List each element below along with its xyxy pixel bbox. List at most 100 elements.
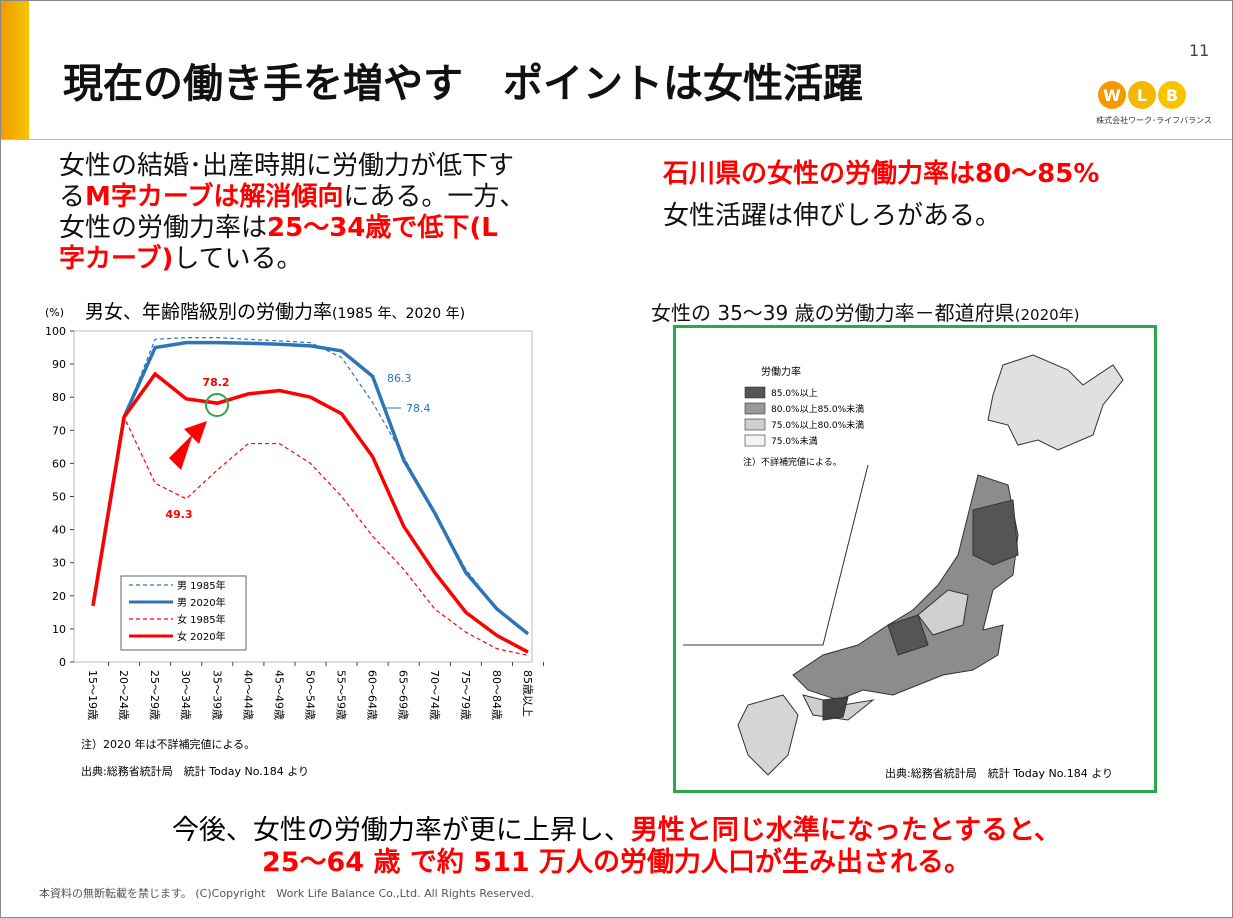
- legend-label: 女 1985年: [177, 613, 226, 626]
- text-line: 女性活躍は伸びしろがある。: [663, 195, 1099, 237]
- text-segment: 25～64 歳 で約 511 万人の労働力人口が生み出される。: [261, 847, 972, 878]
- series-line: [92, 415, 529, 656]
- legend: 85.0%以上 80.0%以上85.0%未満 75.0%以上80.0%未満 75.0%…: [744, 386, 864, 447]
- x-tick-label: 65～69歳: [397, 670, 410, 720]
- y-tick-label: 40: [52, 524, 66, 537]
- y-tick-label: 10: [52, 623, 66, 636]
- logo-letter: L: [1137, 86, 1147, 105]
- chart-title-note: (1985 年、2020 年): [332, 306, 465, 322]
- map-title: 女性の 35～39 歳の労働力率－都道府県(2020年): [651, 297, 1080, 326]
- map: 労働力率 85.0%以上 80.0%以上85.0%未満 75.0%以上80.0%未満…: [673, 325, 1157, 793]
- x-tick-label: 45～49歳: [272, 670, 285, 720]
- logo-dot: [1128, 81, 1156, 109]
- legend-label: 85.0%以上: [771, 388, 818, 399]
- logo-dot: [1098, 81, 1126, 109]
- x-tick-label: 70～74歳: [428, 670, 441, 720]
- text-line: 25～64 歳 で約 511 万人の労働力人口が生み出される。: [1, 847, 1232, 879]
- x-tick-label: 30～34歳: [179, 670, 192, 720]
- x-tick-label: 75～79歳: [459, 670, 472, 720]
- text-segment: 25～34歳で低下(L: [267, 213, 498, 243]
- map-region: [917, 589, 969, 636]
- text-segment: 字カーブ): [59, 244, 174, 274]
- legend-label: 女 2020年: [177, 630, 226, 643]
- x-tick-label: 25～29歳: [148, 670, 161, 720]
- left-text: 女性の結婚･出産時期に労働力が低下す るM字カーブは解消傾向にある。一方、 女性の労…: [59, 151, 525, 275]
- slide-title: 現在の働き手を増やす ポイントは女性活躍: [63, 61, 863, 107]
- y-tick-label: 60: [52, 457, 66, 470]
- page-number: 11: [1189, 41, 1210, 60]
- map-region: [987, 354, 1124, 451]
- logo-dot: [1158, 81, 1186, 109]
- annotation: 78.4: [406, 402, 431, 415]
- y-tick-label: 20: [52, 590, 66, 603]
- inset-border: [683, 464, 869, 646]
- legend-box: [120, 575, 247, 651]
- footer-message: 今後、女性の労働力率が更に上昇し、男性と同じ水準になったとすると、 25～64 歳…: [1, 815, 1232, 879]
- legend-swatch: [744, 418, 766, 431]
- map-region: [792, 474, 1019, 701]
- logo-letter: W: [1103, 86, 1121, 105]
- legend-swatch: [744, 434, 766, 447]
- text-segment: 女性の労働力率は: [59, 213, 268, 243]
- header-rule: [1, 139, 1232, 140]
- map-source: 出典:総務省統計局 統計 Today No.184 より: [885, 766, 1113, 780]
- text-segment: る: [59, 182, 86, 212]
- legend-title: 労働力率: [761, 365, 801, 378]
- y-tick-label: 70: [52, 424, 66, 437]
- x-tick-label: 50～54歳: [304, 670, 317, 720]
- logo-letter: B: [1166, 86, 1178, 105]
- accent-bar: [1, 1, 29, 139]
- chart-title-text: 男女、年齢階級別の労働力率: [85, 301, 332, 323]
- x-tick-label: 20～24歳: [117, 670, 130, 720]
- y-tick-label: 90: [52, 358, 66, 371]
- text-segment: 男性と同じ水準になったとすると、: [630, 815, 1062, 846]
- chart-note: 注）2020 年は不詳補完値による。: [81, 737, 255, 751]
- text-segment: 今後、女性の労働力率が更に上昇し、: [171, 815, 631, 846]
- x-tick-label: 55～59歳: [335, 670, 348, 720]
- annotation: 86.3: [387, 372, 412, 385]
- text-line: 今後、女性の労働力率が更に上昇し、男性と同じ水準になったとすると、: [1, 815, 1232, 847]
- map-note: 注）不詳補完値による。: [743, 456, 842, 468]
- series-line: [91, 340, 530, 636]
- x-tick-label: 80～84歳: [490, 670, 503, 720]
- y-tick-label: 50: [52, 491, 66, 504]
- text-line: 字カーブ)している。: [59, 244, 525, 275]
- right-text: 石川県の女性の労働力率は80～85% 女性活躍は伸びしろがある。: [663, 153, 1099, 237]
- logo-company: 株式会社ワーク･ライフバランス: [1096, 115, 1212, 125]
- text-line: 石川県の女性の労働力率は80～85%: [663, 153, 1099, 195]
- highlight-circle: [205, 393, 229, 417]
- text-line: 女性の結婚･出産時期に労働力が低下す: [59, 151, 525, 182]
- series-line: [91, 371, 529, 654]
- text-segment: している。: [173, 244, 303, 274]
- text-segment: 女性活躍は伸びしろがある。: [663, 201, 1002, 231]
- y-tick-label: 30: [52, 557, 66, 570]
- legend-label: 男 1985年: [177, 579, 226, 592]
- map-title-text: 女性の 35～39 歳の労働力率－都道府県: [651, 301, 1015, 325]
- x-tick-label: 35～39歳: [210, 670, 223, 720]
- text-segment: 女性の結婚･出産時期に労働力が低下す: [59, 151, 515, 181]
- chart: (%) 男女、年齢階級別の労働力率(1985 年、2020 年) 0 10 20 30 40…: [45, 301, 545, 778]
- legend-swatch: [744, 402, 766, 415]
- y-tick-label: 100: [45, 325, 66, 338]
- annotation: 49.3: [165, 508, 192, 521]
- x-tick-label: 60～64歳: [366, 670, 379, 720]
- arrow: [169, 421, 207, 470]
- text-segment: M字カーブは解消傾向: [85, 182, 344, 212]
- legend-label: 男 2020年: [177, 596, 226, 609]
- chart-source: 出典:総務省統計局 統計 Today No.184 より: [81, 764, 309, 778]
- text-line: るM字カーブは解消傾向にある。一方、: [59, 182, 525, 213]
- text-segment: にある。一方、: [343, 182, 526, 212]
- text-segment: 石川県の女性の労働力率は80～85%: [663, 159, 1100, 189]
- y-unit: (%): [45, 306, 64, 319]
- x-tick-label: 15～19歳: [86, 670, 99, 720]
- x-tick-label: 40～44歳: [241, 670, 254, 720]
- x-tick-label: 85歳以上: [521, 670, 534, 717]
- text-line: 女性の労働力率は25～34歳で低下(L: [59, 213, 525, 244]
- map-region: [972, 499, 1019, 566]
- map-region: [822, 696, 849, 721]
- legend-swatch: [744, 386, 766, 399]
- legend-label: 75.0%未満: [771, 435, 818, 447]
- y-tick-label: 80: [52, 391, 66, 404]
